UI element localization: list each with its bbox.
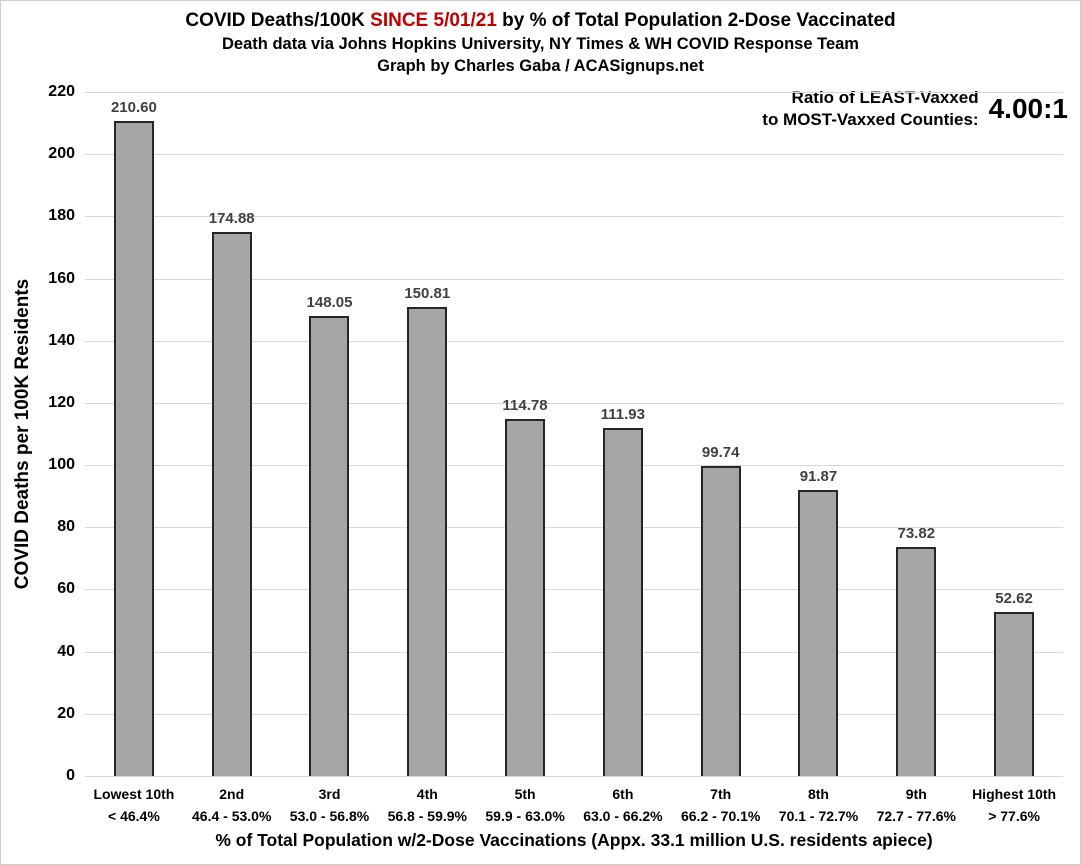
x-axis-label-range: > 77.6% (988, 808, 1040, 824)
x-axis-label-decile: 2nd (219, 786, 245, 802)
x-axis-label-range: < 46.4% (108, 808, 160, 824)
bar-column: 210.60 (85, 92, 183, 776)
bar-column: 52.62 (965, 92, 1063, 776)
gridline (85, 216, 1063, 218)
bar-column: 174.88 (183, 92, 281, 776)
bar-value-label: 210.60 (110, 99, 157, 117)
bar-value-label: 99.74 (701, 443, 740, 461)
y-axis-title: COVID Deaths per 100K Residents (12, 278, 33, 590)
chart-header: COVID Deaths/100K SINCE 5/01/21 by % of … (1, 9, 1080, 77)
gridline (85, 589, 1063, 591)
gridline (85, 278, 1063, 280)
ratio-value: 4.00:1 (988, 93, 1068, 124)
bar (211, 232, 252, 776)
bar-value-label: 111.93 (600, 406, 645, 423)
gridline (85, 402, 1063, 404)
chart-title-prefix: COVID Deaths/100K (185, 10, 371, 31)
x-axis-label-decile: Lowest 10th (93, 786, 175, 802)
x-axis-label-range: 70.1 - 72.7% (778, 808, 859, 824)
x-axis-label-decile: 9th (905, 786, 927, 802)
bar-column: 148.05 (281, 92, 379, 776)
x-axis-label-decile: 6th (612, 786, 634, 802)
bar-column: 99.74 (672, 92, 770, 776)
x-axis-label: 5th 59.9 - 63.0% (476, 783, 574, 827)
x-axis-label-range: 59.9 - 63.0% (485, 808, 565, 824)
x-axis-label-range: 56.8 - 59.9% (387, 808, 467, 824)
bar-column: 111.93 (574, 92, 672, 776)
bar-value-label: 150.81 (404, 285, 451, 303)
bar (896, 546, 937, 776)
x-axis-label-decile: Highest 10th (972, 786, 1057, 802)
x-axis-label-range: 63.0 - 66.2% (583, 808, 663, 824)
gridline (85, 154, 1063, 156)
bar (505, 419, 546, 776)
y-tick-label: 40 (57, 642, 75, 660)
bar-value-label: 52.62 (995, 590, 1033, 608)
x-axis-label: 7th 66.2 - 70.1% (672, 783, 770, 827)
bar (994, 612, 1035, 776)
gridline (85, 465, 1063, 467)
x-axis-label: Highest 10th > 77.6% (965, 783, 1063, 827)
x-axis-label-decile: 5th (514, 786, 536, 802)
x-axis-label: 2nd 46.4 - 53.0% (183, 783, 281, 827)
y-tick-label: 80 (57, 518, 75, 536)
x-axis-label-range: 66.2 - 70.1% (680, 808, 761, 824)
chart-subtitle-credit: Graph by Charles Gaba / ACASignups.net (377, 57, 704, 75)
x-axis-label-range: 53.0 - 56.8% (289, 808, 370, 824)
bar (407, 307, 448, 776)
x-axis-label-range: 72.7 - 77.6% (876, 808, 956, 824)
plot-area: 210.60 174.88 148.05 150.81 114.78 111.93 99.7… (85, 92, 1063, 777)
chart-subtitle-source: Death data via Johns Hopkins University,… (222, 35, 859, 53)
chart-title-suffix: by % of Total Population 2-Dose Vaccinat… (496, 10, 896, 31)
gridline (85, 776, 1063, 777)
bars-row: 210.60 174.88 148.05 150.81 114.78 111.93 99.7… (85, 92, 1063, 776)
bar-value-label: 91.87 (799, 468, 838, 486)
x-axis-label-decile: 4th (416, 786, 438, 802)
y-tick-label: 60 (57, 580, 75, 598)
bar-column: 150.81 (378, 92, 476, 776)
x-axis-label-decile: 7th (710, 786, 732, 802)
chart-title-highlight: SINCE 5/01/21 (370, 10, 497, 31)
gridline (85, 527, 1063, 529)
gridline (85, 713, 1063, 715)
x-axis-title: % of Total Population w/2-Dose Vaccinati… (215, 830, 933, 850)
y-tick-label: 140 (48, 331, 75, 349)
bar (309, 315, 350, 776)
x-axis-label: Lowest 10th < 46.4% (85, 783, 183, 827)
y-tick-label: 120 (48, 393, 75, 411)
chart-title: COVID Deaths/100K SINCE 5/01/21 by % of … (1, 9, 1080, 33)
y-tick-label: 160 (48, 269, 75, 287)
y-tick-label: 20 (57, 704, 75, 722)
y-tick-label: 180 (48, 207, 75, 225)
ratio-label-line2: to MOST-Vaxxed Counties: (762, 110, 979, 129)
bar-column: 114.78 (476, 92, 574, 776)
bar (798, 490, 839, 776)
x-axis-label: 9th 72.7 - 77.6% (867, 783, 965, 827)
bar-value-label: 174.88 (208, 210, 255, 228)
bar-value-label: 73.82 (897, 524, 936, 542)
y-tick-label: 220 (48, 83, 75, 100)
bar (700, 465, 741, 776)
gridline (85, 651, 1063, 653)
x-axis-labels: Lowest 10th < 46.4% 2nd 46.4 - 53.0% 3rd 53.0… (85, 783, 1063, 827)
bar (602, 428, 643, 776)
bar-value-label: 114.78 (502, 397, 548, 415)
gridline (85, 92, 1063, 93)
x-axis-label: 4th 56.8 - 59.9% (378, 783, 476, 827)
bar-column: 91.87 (770, 92, 868, 776)
bar-value-label: 148.05 (306, 293, 353, 311)
x-axis-label: 3rd 53.0 - 56.8% (281, 783, 379, 827)
x-axis-label-decile: 3rd (318, 786, 341, 802)
gridline (85, 340, 1063, 342)
y-tick-label: 100 (48, 456, 75, 474)
bar-column: 73.82 (867, 92, 965, 776)
x-axis-label: 6th 63.0 - 66.2% (574, 783, 672, 827)
bar (113, 121, 154, 776)
x-axis-label: 8th 70.1 - 72.7% (770, 783, 868, 827)
y-tick-label: 0 (66, 767, 75, 784)
y-tick-label: 200 (48, 145, 75, 163)
x-axis-label-decile: 8th (807, 786, 829, 802)
x-axis-label-range: 46.4 - 53.0% (192, 808, 272, 824)
